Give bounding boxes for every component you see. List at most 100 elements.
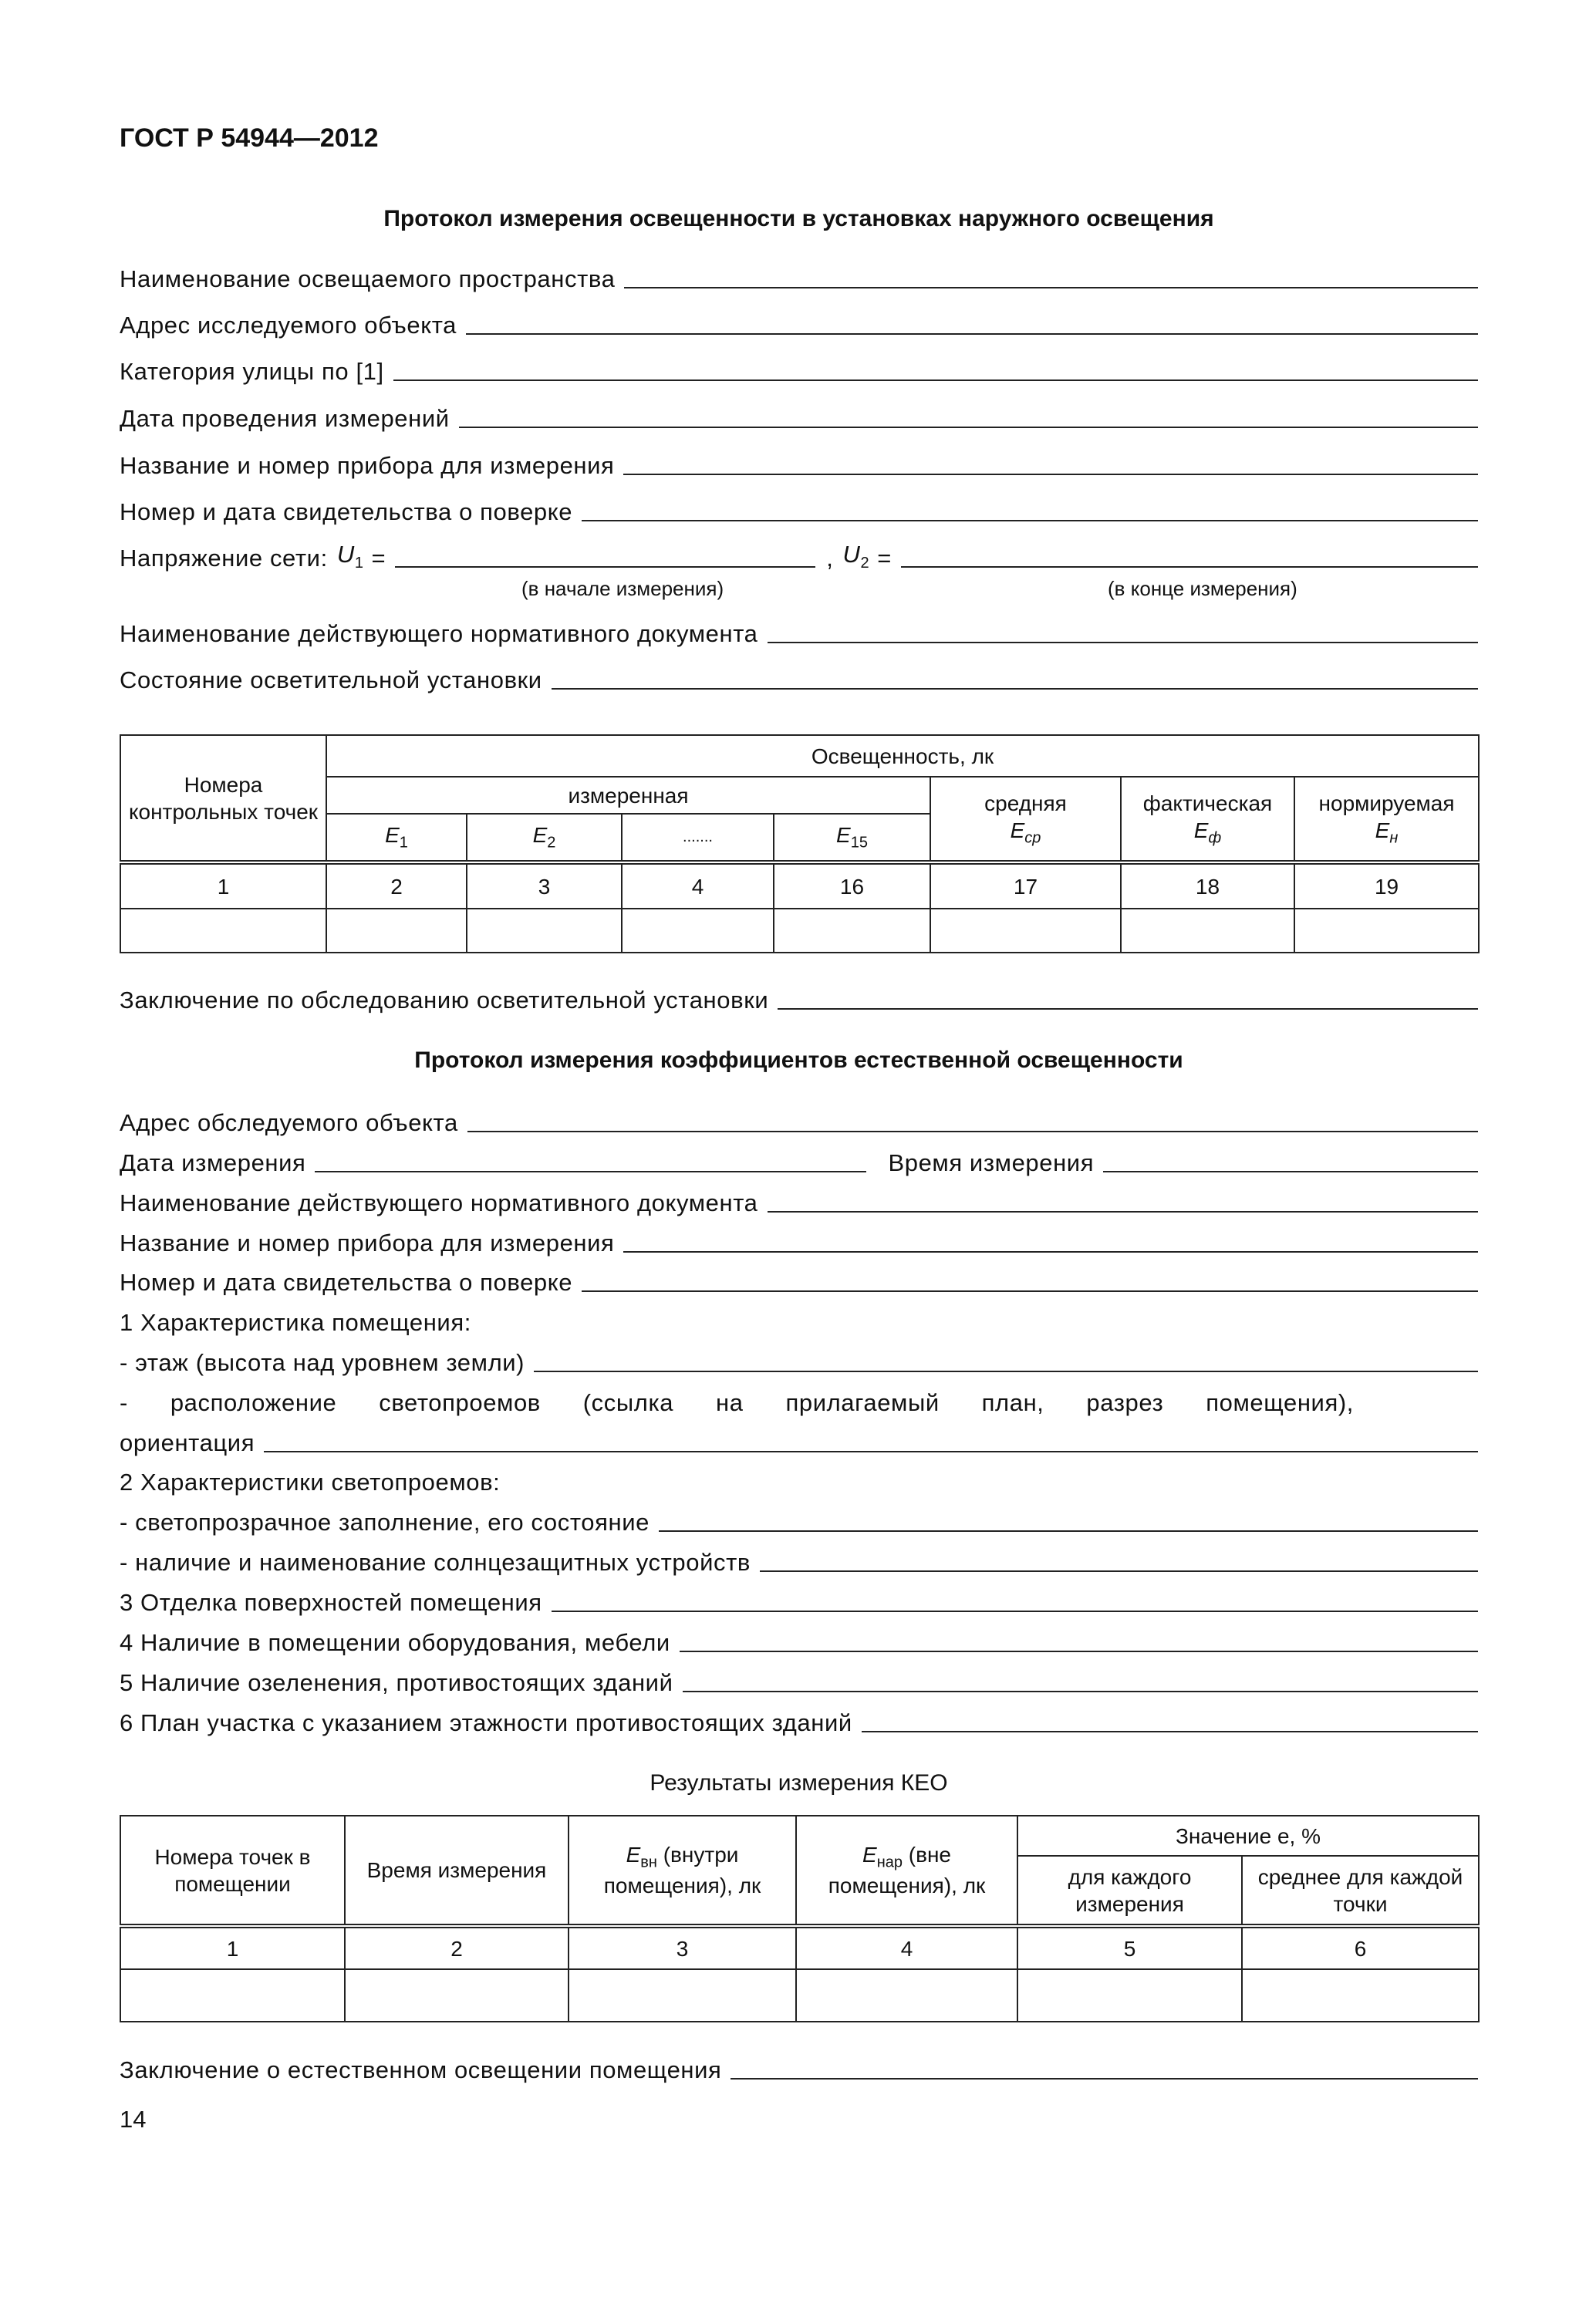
blank-line[interactable] [623, 474, 1478, 475]
section-label: 2 Характеристики светопроемов: [120, 1469, 501, 1496]
field-site-plan: 6 План участка с указанием этажности про… [120, 1706, 1478, 1737]
column-number: 3 [466, 860, 623, 909]
empty-cell[interactable] [466, 908, 623, 953]
blank-line[interactable] [623, 1251, 1478, 1253]
time-blank-line[interactable] [1103, 1171, 1478, 1172]
empty-cell[interactable] [568, 1968, 797, 2022]
header-each-measurement: для каждого измерения [1017, 1855, 1243, 1927]
column-number: 18 [1120, 860, 1295, 909]
blank-line[interactable] [731, 2078, 1478, 2080]
field-glazing: - светопрозрачное заполнение, его состоя… [120, 1506, 1478, 1536]
blank-line[interactable] [551, 688, 1478, 690]
page-number: 14 [120, 2106, 147, 2133]
field-label: - светопрозрачное заполнение, его состоя… [120, 1509, 650, 1536]
field-sun-protection: - наличие и наименование солнцезащитных … [120, 1546, 1478, 1577]
empty-cell[interactable] [621, 908, 774, 953]
field-normative-doc-2: Наименование действующего нормативного д… [120, 1186, 1478, 1217]
section-openings: 2 Характеристики светопроемов: [120, 1466, 1478, 1496]
blank-line[interactable] [624, 287, 1478, 288]
blank-line[interactable] [534, 1371, 1478, 1372]
blank-line[interactable] [551, 1611, 1478, 1612]
header-control-points: Номера контрольных точек [120, 734, 327, 863]
field-label: Наименование действующего нормативного д… [120, 620, 758, 647]
column-number: 5 [1017, 1924, 1243, 1970]
blank-line[interactable] [767, 1211, 1478, 1213]
empty-cell[interactable] [120, 1968, 346, 2022]
header-e1: E1 [326, 813, 467, 863]
blank-line[interactable] [458, 427, 1478, 428]
field-label: Название и номер прибора для измерения [120, 1230, 615, 1257]
blank-line[interactable] [861, 1731, 1478, 1732]
separator: , [826, 545, 834, 572]
empty-cell[interactable] [344, 1968, 569, 2022]
blank-line[interactable] [658, 1530, 1478, 1532]
blank-line[interactable] [759, 1570, 1478, 1572]
empty-cell[interactable] [1017, 1968, 1243, 2022]
field-label: Адрес обследуемого объекта [120, 1109, 458, 1136]
header-e15: E15 [773, 813, 931, 863]
column-number: 1 [120, 860, 327, 909]
section-room: 1 Характеристика помещения: [120, 1306, 1478, 1337]
field-floor: - этаж (высота над уровнем земли) [120, 1346, 1478, 1377]
empty-cell[interactable] [1293, 908, 1480, 953]
field-street-category: Категория улицы по [1] [120, 355, 1478, 386]
field-label: Заключение по обследованию осветительной… [120, 987, 769, 1014]
field-orientation: ориентация [120, 1426, 1478, 1457]
equals-sign: = [371, 545, 386, 572]
empty-cell[interactable] [326, 908, 467, 953]
header-average-per-point: среднее для каждой точки [1240, 1855, 1480, 1927]
header-measured: измеренная [326, 776, 931, 815]
blank-line[interactable] [466, 333, 1478, 335]
blank-line[interactable] [467, 1131, 1478, 1132]
blank-line[interactable] [582, 520, 1478, 521]
field-label: - расположение светопроемов (ссылка на п… [120, 1389, 1354, 1416]
field-label: 5 Наличие озеленения, противостоящих зда… [120, 1669, 673, 1696]
field-openings-location: - расположение светопроемов (ссылка на п… [120, 1386, 1478, 1417]
field-voltage: Напряжение сети: U1 = , U2 = [120, 541, 1478, 572]
field-label: Время измерения [888, 1149, 1095, 1176]
date-blank-line[interactable] [315, 1171, 867, 1172]
field-label: Адрес исследуемого объекта [120, 312, 457, 339]
results-title: Результаты измерения КЕО [650, 1770, 948, 1796]
u2-blank-line[interactable] [900, 566, 1478, 568]
protocol1-title: Протокол измерения освещенности в устано… [383, 206, 1214, 231]
keo-table: Номера точек в помещении Время измерения … [120, 1815, 1480, 2022]
caption-start: (в начале измерения) [521, 577, 724, 600]
empty-cell[interactable] [795, 1968, 1018, 2022]
field-label: Напряжение сети: [120, 545, 328, 572]
field-label: Дата проведения измерений [120, 405, 450, 432]
field-date-time: Дата измерения Время измерения [120, 1146, 1478, 1177]
blank-line[interactable] [767, 642, 1478, 643]
field-label: - этаж (высота над уровнем земли) [120, 1349, 525, 1376]
field-label: ориентация [120, 1429, 255, 1456]
empty-cell[interactable] [1240, 1968, 1480, 2022]
header-average: средняя Eср [930, 776, 1122, 863]
blank-line[interactable] [264, 1451, 1478, 1452]
column-number: 4 [795, 1924, 1018, 1970]
column-number: 6 [1240, 1924, 1480, 1970]
blank-line[interactable] [393, 379, 1478, 381]
field-label: Дата измерения [120, 1149, 306, 1176]
u1-blank-line[interactable] [395, 566, 816, 568]
empty-cell[interactable] [930, 908, 1122, 953]
field-date: Дата проведения измерений [120, 402, 1478, 433]
empty-cell[interactable] [773, 908, 931, 953]
u1-symbol: U1 [336, 540, 364, 572]
blank-line[interactable] [582, 1290, 1478, 1292]
standard-designation: ГОСТ Р 54944—2012 [120, 123, 379, 153]
empty-cell[interactable] [120, 908, 327, 953]
blank-line[interactable] [679, 1651, 1478, 1652]
column-number: 17 [930, 860, 1122, 909]
field-address: Адрес исследуемого объекта [120, 309, 1478, 339]
blank-line[interactable] [778, 1008, 1478, 1010]
empty-cell[interactable] [1120, 908, 1295, 953]
column-number: 3 [568, 1924, 797, 1970]
column-number: 1 [120, 1924, 346, 1970]
field-normative-doc: Наименование действующего нормативного д… [120, 617, 1478, 648]
field-label: Название и номер прибора для измерения [120, 452, 615, 479]
blank-line[interactable] [682, 1691, 1478, 1692]
protocol2-title: Протокол измерения коэффициентов естеств… [414, 1047, 1183, 1073]
field-address-2: Адрес обследуемого объекта [120, 1106, 1478, 1137]
field-space-name: Наименование освещаемого пространства [120, 262, 1478, 293]
